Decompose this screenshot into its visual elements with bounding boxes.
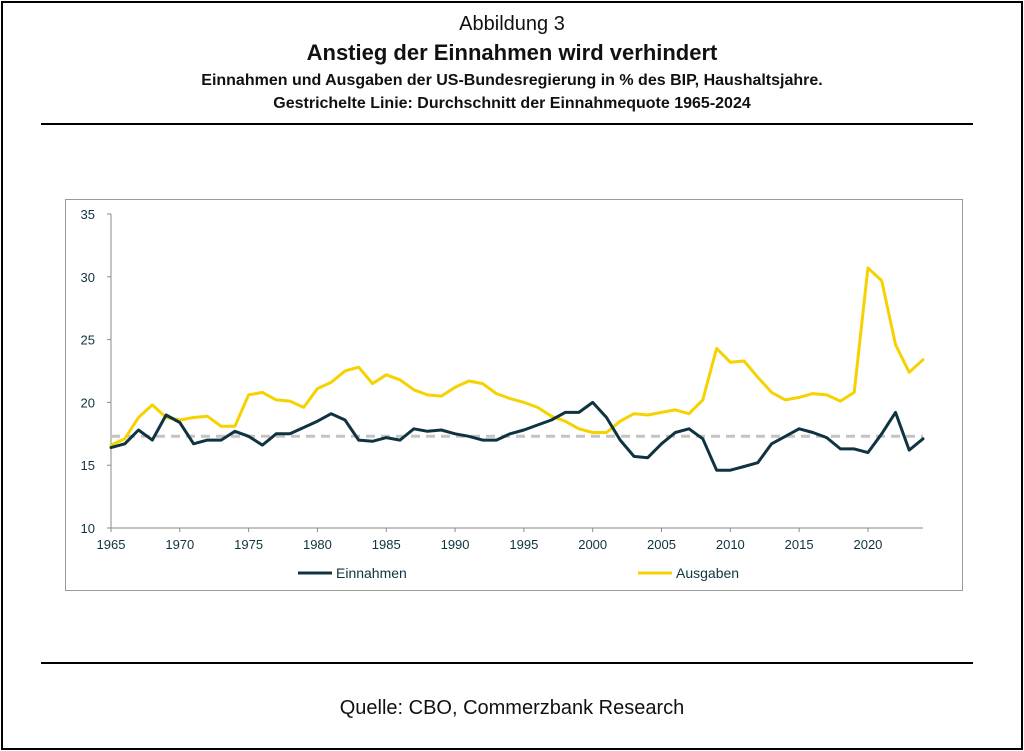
figure-label: Abbildung 3	[459, 13, 565, 35]
legend-label-ausgaben: Ausgaben	[676, 565, 739, 581]
x-tick-label: 2020	[853, 537, 882, 552]
series-line-ausgaben	[109, 266, 925, 447]
x-tick-label: 2010	[716, 537, 745, 552]
x-tick-label: 2005	[647, 537, 676, 552]
series-line-einnahmen	[109, 400, 925, 472]
y-tick-label: 35	[81, 207, 95, 222]
x-tick-label: 2015	[785, 537, 814, 552]
legend-label-einnahmen: Einnahmen	[336, 565, 407, 581]
y-tick-label: 10	[81, 521, 95, 536]
y-tick-label: 25	[81, 333, 95, 348]
chart-subtitle-line2: Gestrichelte Linie: Durchschnitt der Ein…	[273, 95, 751, 112]
line-chart: 10 15 20 25 30 35 1965 1970 1975 1980 1985 1990 1995…	[81, 207, 925, 581]
x-tick-label: 1975	[234, 537, 263, 552]
top-divider	[41, 123, 973, 125]
chart-subtitle-line1: Einnahmen und Ausgaben der US-Bundesregi…	[201, 72, 823, 89]
x-tick-label: 1980	[303, 537, 332, 552]
y-tick-label: 30	[81, 270, 95, 285]
x-tick-label: 1995	[509, 537, 538, 552]
bottom-divider	[41, 662, 973, 664]
x-tick-label: 1970	[165, 537, 194, 552]
chart-title: Anstieg der Einnahmen wird verhindert	[306, 40, 718, 65]
x-tick-label: 1965	[97, 537, 126, 552]
chart-area: 10 15 20 25 30 35 1965 1970 1975 1980 1985 1990 1995…	[65, 199, 963, 591]
y-tick-label: 20	[81, 395, 95, 410]
x-tick-label: 1985	[372, 537, 401, 552]
source-note: Quelle: CBO, Commerzbank Research	[339, 697, 685, 719]
x-tick-label: 1990	[441, 537, 470, 552]
y-tick-label: 15	[81, 458, 95, 473]
x-tick-label: 2000	[578, 537, 607, 552]
